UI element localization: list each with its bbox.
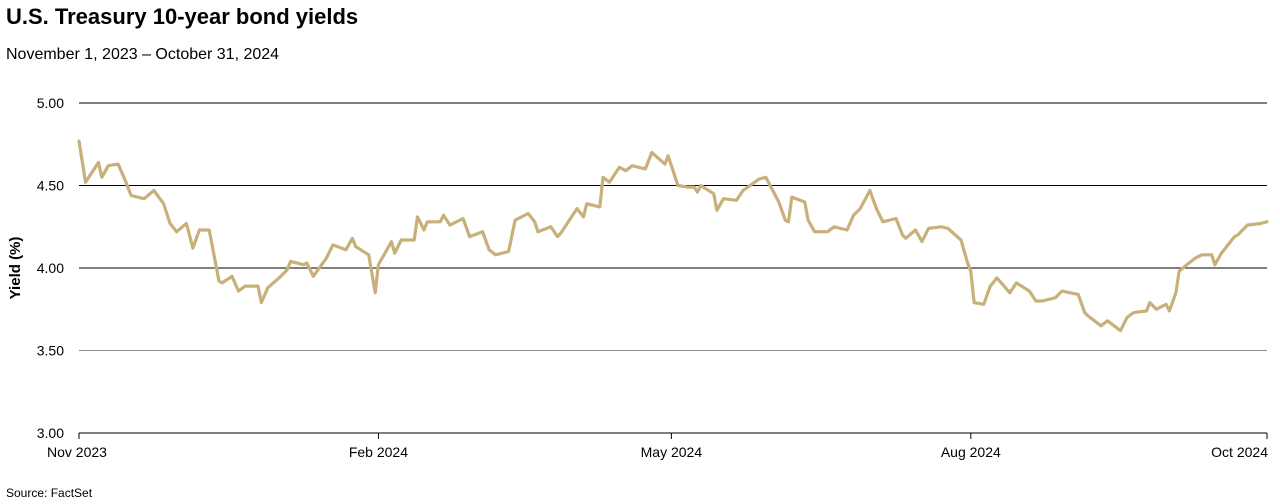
y-tick-label: 3.00 (37, 425, 64, 441)
series-group (77, 139, 1269, 333)
x-axis-ticks: Nov 2023 Feb 2024 May 2024 Aug 2024 Oct 2024 (47, 433, 1268, 460)
y-tick-label: 3.50 (37, 343, 64, 359)
chart-title: U.S. Treasury 10-year bond yields (6, 4, 359, 29)
y-tick-label: 4.00 (37, 260, 64, 276)
x-tick-label: Feb 2024 (349, 444, 408, 460)
gridlines (79, 102, 1267, 434)
y-axis-ticks: 5.00 4.50 4.00 3.50 3.00 (37, 95, 64, 441)
x-tick-label: Nov 2023 (47, 444, 107, 460)
y-axis-label: Yield (%) (7, 237, 24, 300)
x-tick-label: May 2024 (641, 444, 703, 460)
x-tick-label: Oct 2024 (1211, 444, 1268, 460)
x-tick-label: Aug 2024 (941, 444, 1001, 460)
y-tick-label: 4.50 (37, 178, 64, 194)
yield-series-line (77, 139, 1269, 333)
source-note: Source: FactSet (6, 486, 93, 500)
y-tick-label: 5.00 (37, 95, 64, 111)
chart-subtitle: November 1, 2023 – October 31, 2024 (6, 46, 280, 63)
